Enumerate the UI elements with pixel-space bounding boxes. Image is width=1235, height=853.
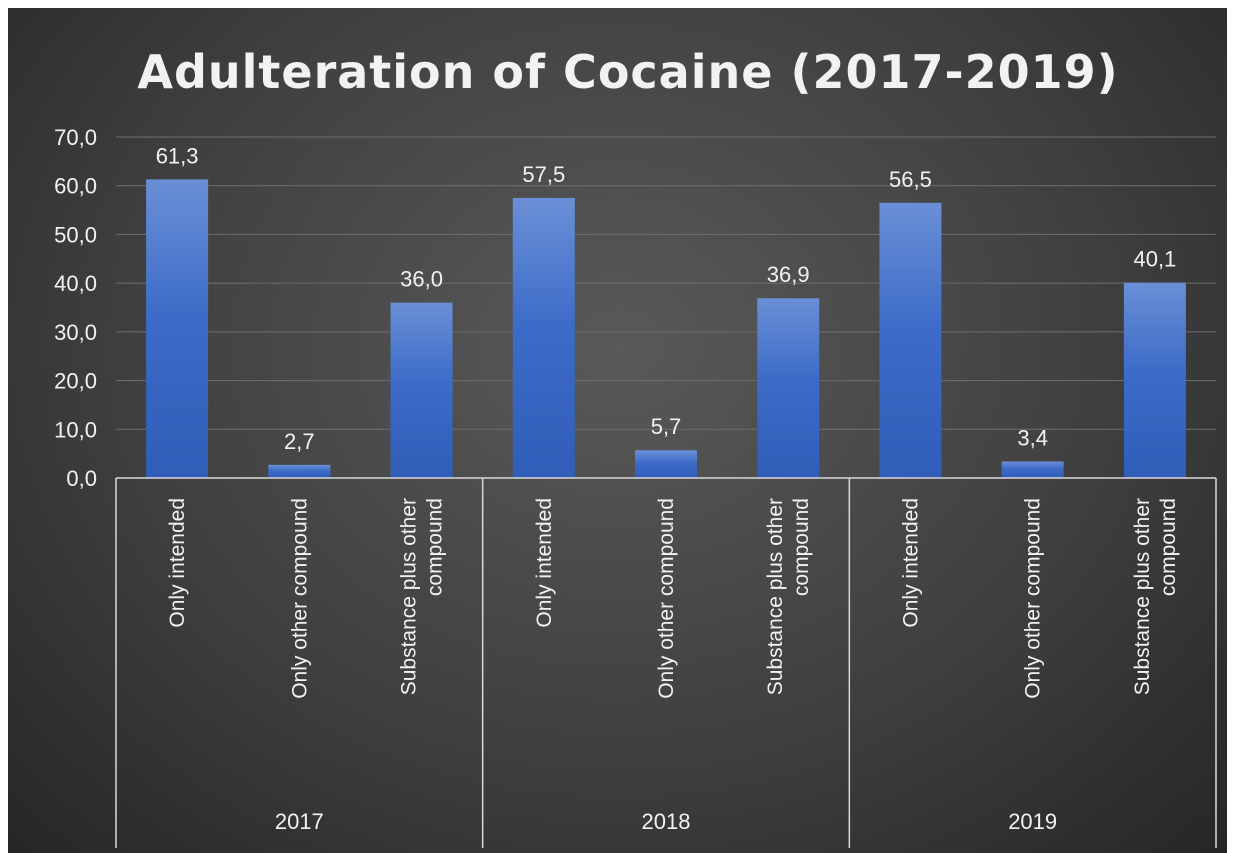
bar — [1123, 282, 1186, 478]
data-label: 2,7 — [284, 429, 315, 454]
data-label: 5,7 — [651, 414, 682, 439]
category-label: Substance plus other compound — [1131, 498, 1180, 695]
category-label: Only intended — [166, 498, 189, 628]
gridlines — [116, 136, 1216, 430]
y-tick-label: 0,0 — [66, 466, 97, 491]
bar — [390, 302, 453, 478]
group-label: 2019 — [1008, 809, 1057, 834]
category-axis: Only intended Only other compound Substanc… — [115, 477, 1217, 848]
category-label: Only other compound — [288, 498, 311, 699]
data-label: 61,3 — [156, 143, 199, 168]
bar — [1001, 461, 1064, 478]
y-axis-ticks: 0,0 10,0 20,0 30,0 40,0 50,0 60,0 70,0 — [54, 125, 97, 491]
category-label: Only other compound — [1022, 498, 1045, 699]
y-tick-label: 60,0 — [54, 174, 97, 199]
data-label: 3,4 — [1017, 425, 1048, 450]
category-label: Only intended — [533, 498, 556, 628]
chart-frame: Adulteration of Cocaine (2017-2019) 0,0 1… — [8, 8, 1227, 853]
y-tick-label: 40,0 — [54, 271, 97, 296]
category-label: Substance plus other compound — [764, 498, 813, 695]
bar — [635, 450, 697, 478]
data-label: 56,5 — [889, 167, 932, 192]
data-label: 40,1 — [1133, 247, 1176, 272]
category-label: Only other compound — [655, 498, 678, 699]
bar — [879, 202, 942, 478]
data-labels: 61,3 2,7 36,0 57,5 5,7 36,9 56,5 3,4 40,1 — [156, 143, 1177, 453]
chart-svg: Adulteration of Cocaine (2017-2019) 0,0 1… — [54, 45, 1217, 848]
y-tick-label: 30,0 — [54, 320, 97, 345]
category-label: Only intended — [899, 498, 922, 628]
bar — [512, 197, 575, 478]
y-tick-label: 50,0 — [54, 222, 97, 247]
bar — [268, 464, 331, 478]
group-label: 2017 — [275, 809, 324, 834]
category-label: Substance plus other compound — [398, 498, 447, 695]
chart-title: Adulteration of Cocaine (2017-2019) — [137, 45, 1118, 99]
y-tick-label: 10,0 — [54, 417, 97, 442]
group-label: 2018 — [642, 809, 691, 834]
bars — [146, 179, 1186, 479]
data-label: 36,9 — [767, 262, 810, 287]
data-label: 57,5 — [522, 162, 565, 187]
bar — [146, 179, 209, 479]
y-tick-label: 20,0 — [54, 369, 97, 394]
bar — [757, 298, 820, 478]
y-tick-label: 70,0 — [54, 125, 97, 150]
data-label: 36,0 — [400, 267, 443, 292]
